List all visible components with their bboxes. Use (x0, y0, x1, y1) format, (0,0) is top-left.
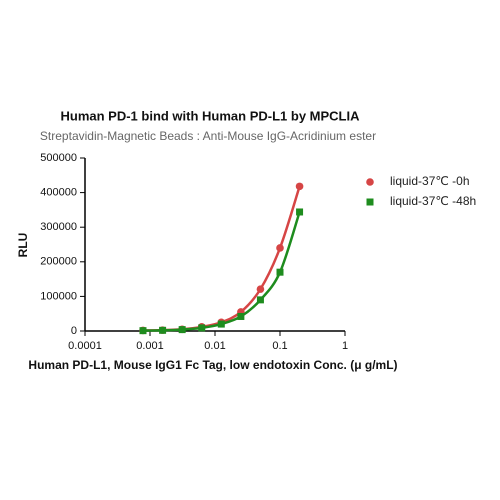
x-tick-label: 0.01 (204, 340, 225, 352)
x-tick-label: 1 (342, 340, 348, 352)
legend-label: liquid-37℃ -0h (390, 174, 470, 188)
y-tick-label: 400000 (40, 187, 77, 199)
chart-subtitle: Streptavidin-Magnetic Beads : Anti-Mouse… (40, 129, 376, 143)
y-tick-label: 300000 (40, 221, 77, 233)
data-point (178, 326, 186, 334)
data-point (256, 296, 264, 304)
chart-title: Human PD-1 bind with Human PD-L1 by MPCL… (60, 108, 360, 123)
legend-label: liquid-37℃ -48h (390, 194, 476, 208)
y-tick-label: 100000 (40, 290, 77, 302)
data-point (256, 285, 265, 293)
y-axis-label: RLU (16, 233, 30, 258)
x-tick-label: 0.1 (272, 340, 287, 352)
data-point (276, 244, 284, 252)
data-point (276, 268, 284, 276)
legend-marker (366, 178, 374, 186)
data-point (139, 327, 147, 335)
y-tick-label: 200000 (40, 256, 77, 268)
x-tick-label: 0.0001 (68, 340, 102, 352)
y-tick-label: 500000 (40, 152, 77, 164)
data-point (198, 324, 206, 332)
legend-marker (366, 198, 374, 206)
y-tick-label: 0 (71, 325, 77, 337)
fit-curve (142, 211, 301, 332)
data-point (237, 312, 245, 320)
data-point (296, 208, 304, 216)
x-axis-label: Human PD-L1, Mouse IgG1 Fc Tag, low endo… (28, 358, 397, 372)
fit-curve (142, 185, 301, 332)
data-point (295, 182, 304, 191)
x-tick-label: 0.001 (136, 340, 164, 352)
data-point (159, 326, 167, 334)
data-point (217, 320, 225, 328)
